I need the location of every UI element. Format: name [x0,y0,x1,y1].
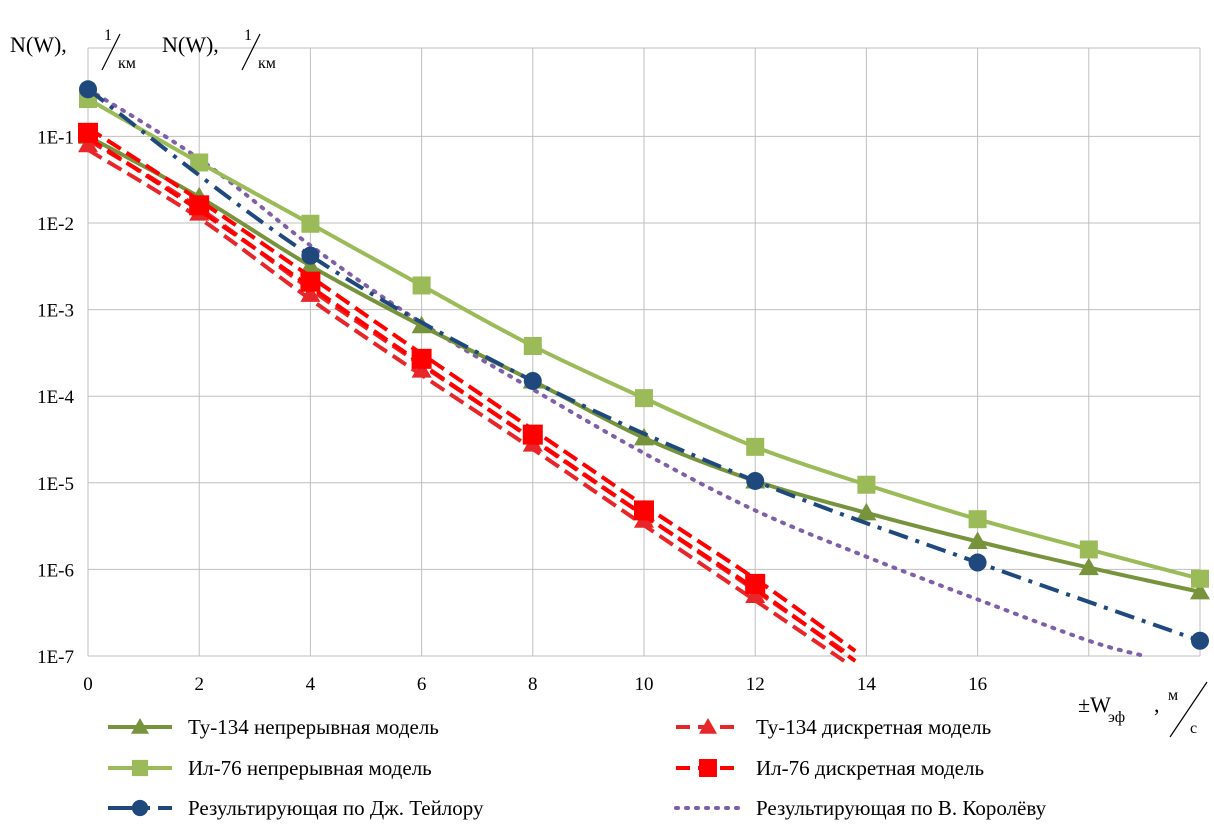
x-tick-label: 16 [968,674,987,695]
legend-item: Ту-134 дискретная модель [676,715,991,739]
data-point-circle [746,471,765,490]
data-point-square [968,510,987,529]
legend-label: Результирующая по Дж. Тейлору [188,796,484,820]
data-point-square [1191,569,1209,588]
data-point-square [131,759,149,777]
series-5 [79,80,1209,650]
grid [87,47,1201,657]
data-point-square [189,195,210,216]
data-point-triangle [131,718,149,734]
x-axis-label-comma: , [1154,692,1160,717]
x-axis-label-prefix: ±W [1078,692,1111,717]
data-point-square [190,153,209,172]
data-point-triangle [300,284,321,302]
series-layer [78,80,1210,663]
y-tick-label: 1E-7 [37,647,74,668]
legend-label: Ил-76 непрерывная модель [188,756,432,780]
legend-label: Результирующая по В. Королёву [756,796,1047,820]
y-axis-label-2-denominator: км [258,55,276,72]
x-tick-label: 6 [417,674,427,695]
y-axis-label-denominator: км [118,55,136,72]
data-point-square [522,424,543,445]
data-point-triangle [699,718,717,734]
y-tick-label: 1E-6 [37,560,74,581]
legend-item: Результирующая по В. Королёву [674,796,1047,820]
y-tick-label: 1E-1 [37,127,74,148]
data-point-triangle [78,134,98,153]
series-line [86,87,1201,643]
y-axis-label-numerator: 1 [104,27,112,44]
x-tick-label: 14 [857,674,877,695]
x-axis-label-denominator: с [1190,720,1197,737]
data-point-square [78,122,98,143]
series-line [87,134,1201,594]
y-axis-label-prefix: N(W), [10,32,67,57]
data-point-circle [131,799,149,817]
data-point-square [635,389,653,408]
series-line [86,87,1147,658]
legend-label: Ту-134 дискретная модель [756,715,991,739]
data-point-triangle [1078,557,1099,576]
data-point-square [1079,540,1098,559]
data-point-circle [79,80,97,99]
data-point-square [857,475,876,494]
legend-item: Результирующая по Дж. Тейлору [108,796,484,820]
data-point-square [699,759,717,777]
x-tick-label: 2 [194,674,204,695]
data-point-circle [301,246,320,265]
data-point-square [634,500,654,521]
tick-labels: 0 2 4 6 8 10 12 14 16 1E-1 1E-2 1E-3 1E-4 1E-5 1E-6 1E-… [37,127,987,695]
data-point-square [412,276,431,295]
series-line [86,148,846,663]
y-tick-label: 1E-5 [37,474,74,495]
legend-label: Ту-134 непрерывная модель [188,715,439,739]
legend-item: Ил-76 дискретная модель [676,756,984,780]
data-point-circle [523,371,542,390]
data-point-circle [1191,631,1209,650]
data-point-square [746,437,765,456]
data-point-square [411,348,432,369]
y-tick-label: 1E-4 [37,387,74,408]
x-axis-label-numerator: м [1168,687,1178,704]
legend-item: Ил-76 непрерывная модель [108,756,432,780]
data-point-triangle [856,502,877,521]
legend: Ту-134 непрерывная модель Ту-134 дискретн… [108,715,1047,820]
x-axis-label-subscript: эф [1108,709,1125,726]
y-tick-label: 1E-2 [37,214,74,235]
y-label-slash-2 [241,33,261,71]
series-4 [78,122,857,663]
data-point-triangle [634,427,654,446]
data-point-circle [968,553,987,572]
series-line [86,126,857,653]
x-tick-label: 12 [746,674,765,695]
y-label-slash [101,33,121,71]
x-tick-label: 4 [306,674,316,695]
data-point-triangle [745,585,766,603]
data-point-square [523,336,542,355]
data-point-triangle [967,531,988,549]
x-tick-label: 0 [83,674,93,695]
x-label-slash [1169,681,1208,738]
series-6 [86,87,1147,658]
data-point-square [301,214,320,233]
data-point-square [300,271,321,292]
y-axis-label-2-numerator: 1 [244,27,252,44]
series-2 [79,90,1209,588]
data-point-triangle [1190,581,1210,600]
series-line [87,97,1201,581]
y-tick-label: 1E-3 [37,301,74,322]
x-tick-label: 8 [528,674,538,695]
series-line [86,136,857,663]
x-tick-label: 10 [635,674,654,695]
y-axis-label-2-prefix: N(W), [162,32,219,57]
legend-item: Ту-134 непрерывная модель [108,715,439,739]
data-point-square [745,573,766,594]
data-point-triangle [411,360,432,378]
legend-label: Ил-76 дискретная модель [756,756,984,780]
